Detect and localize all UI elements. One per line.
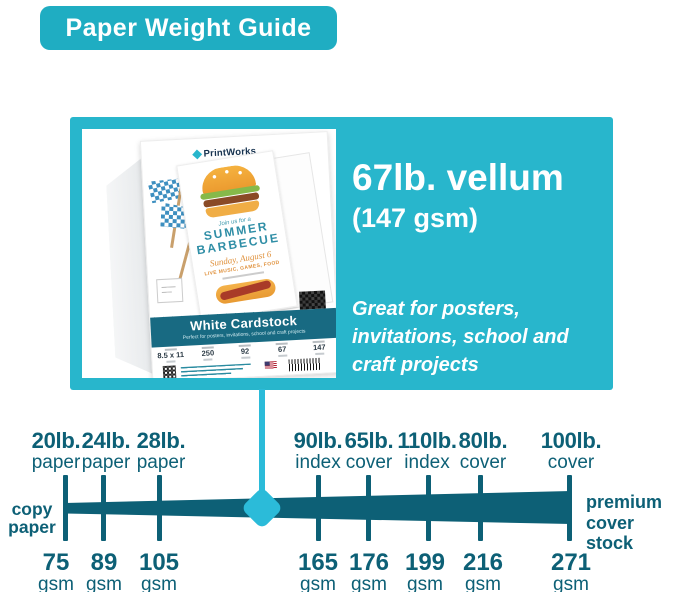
printworks-diamond-icon [192,149,203,160]
us-flag-icon [264,361,277,370]
scale-right-end-label: premium cover stock [586,492,679,554]
scale-right-end-line1: premium [586,492,663,512]
gsm-label: 89 gsm [58,551,150,592]
scale-tick [365,475,371,541]
weight-lb: 20lb. [31,428,81,453]
scale-tick [477,475,483,541]
featured-weight-card: PrintWorks Join us for a SUMMER BAR [70,117,613,390]
spec-lb: 67 [263,340,301,360]
scale-right-end-line2: cover stock [586,512,635,554]
gsm-unit: gsm [407,574,443,592]
scale-tick [100,475,106,541]
gsm-label: 199 gsm [379,551,471,592]
weight-lb: 100lb. [540,428,602,453]
weight-lb: 24lb. [81,428,131,453]
featured-weight-gsm: (147 gsm) [352,203,479,233]
gsm-value: 176 [348,549,390,576]
gsm-unit: gsm [38,574,74,592]
weight-category: paper [81,452,131,473]
spec-sheets-value: 250 [201,348,215,358]
weight-label: 110lb. index [381,429,473,473]
spec-lb-value: 67 [277,344,287,354]
barcode-icon [288,357,322,372]
gsm-value: 75 [42,549,70,576]
fine-print-bars [180,363,252,378]
weight-lb: 65lb. [344,428,394,453]
spec-caption-bar [277,354,288,357]
weight-label: 80lb. cover [437,429,529,473]
weight-category: index [404,452,450,473]
gsm-value: 199 [404,549,446,576]
spec-caption-bar [166,360,176,363]
hotdog-sausage [219,279,272,301]
scale-tick [156,475,162,541]
scale-tick [62,475,68,541]
weight-label: 65lb. cover [323,429,415,473]
featured-weight-description: Great for posters, invitations, school a… [352,298,569,376]
spec-bright-value: 92 [240,346,250,356]
spec-caption-bar [315,352,325,355]
ream-front-face: PrintWorks Join us for a SUMMER BAR [139,131,336,378]
product-photo-panel: PrintWorks Join us for a SUMMER BAR [82,129,336,378]
weight-label: 20lb. paper [10,429,102,473]
spec-size: 8.5 x 11 [152,346,190,366]
weight-label: 90lb. index [272,429,364,473]
scale-tick [425,475,431,541]
gsm-unit: gsm [141,574,177,592]
gsm-value: 89 [90,549,118,576]
scale-left-end-label: copy paper [1,500,63,536]
gsm-unit: gsm [300,574,336,592]
gsm-value: 165 [297,549,339,576]
page-title: Paper Weight Guide [40,6,337,50]
weight-category: paper [31,452,81,473]
weight-category: cover [547,452,595,473]
spec-size-value: 8.5 x 11 [157,349,185,361]
marker-connector-line [259,389,265,501]
weight-label: 24lb. paper [60,429,152,473]
gsm-label: 216 gsm [437,551,529,592]
gsm-value: 271 [550,549,592,576]
weight-lb: 80lb. [458,428,508,453]
gsm-unit: gsm [86,574,122,592]
weight-lb: 28lb. [136,428,186,453]
featured-weight-marker-diamond [240,486,284,530]
spec-bright: 92 [226,342,264,362]
spec-caption-bar [240,356,250,359]
recycled-symbols-icon [298,290,326,310]
hotdog-icon [214,277,277,305]
spec-gsm-value: 147 [312,342,326,353]
weight-category: cover [345,452,393,473]
scale-left-end-line2: paper [8,517,56,537]
gsm-unit: gsm [351,574,387,592]
gsm-label: 165 gsm [272,551,364,592]
qr-code-icon [162,365,177,378]
scale-tick [566,475,572,541]
gsm-label: 105 gsm [113,551,205,592]
cardstock-package: PrintWorks Join us for a SUMMER BAR [96,129,336,378]
gsm-value: 216 [462,549,504,576]
gsm-unit: gsm [465,574,501,592]
weight-category: cover [459,452,507,473]
gsm-unit: gsm [553,574,589,592]
gsm-label: 176 gsm [323,551,415,592]
spec-gsm: 147 [300,338,336,358]
spec-sheets: 250 [189,344,227,364]
paper-swatch-label [156,277,184,304]
gsm-label: 271 gsm [525,551,617,592]
scale-tick [315,475,321,541]
weight-lb: 90lb. [293,428,343,453]
weight-label: 28lb. paper [115,429,207,473]
weight-category: paper [136,452,186,473]
scale-left-end-line1: copy [11,499,53,519]
weight-category: index [295,452,341,473]
weight-label: 100lb. cover [525,429,617,473]
gsm-label: 75 gsm [10,551,102,592]
featured-weight-headline: 67lb. vellum [352,157,564,198]
spec-caption-bar [203,358,213,361]
weight-lb: 110lb. [397,428,457,453]
gsm-value: 105 [138,549,180,576]
